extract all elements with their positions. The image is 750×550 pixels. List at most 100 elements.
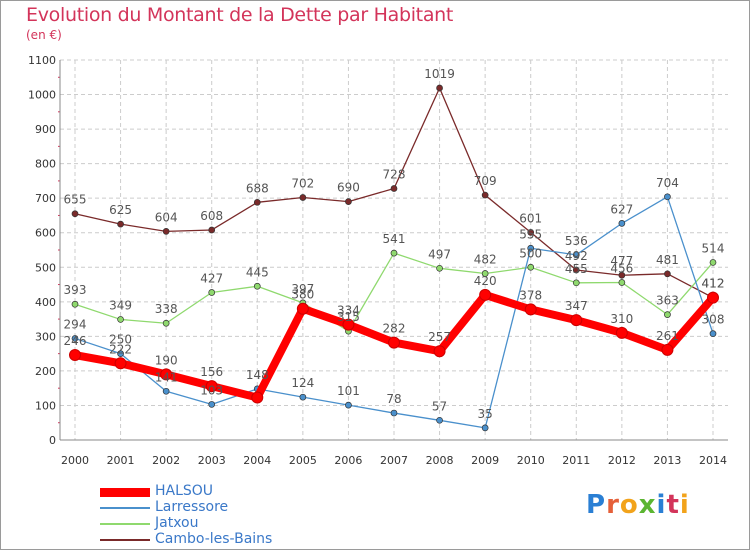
data-label: 148 [246, 368, 269, 382]
data-point [527, 263, 535, 271]
data-label: 704 [656, 176, 679, 190]
data-label: 1019 [424, 67, 455, 81]
logo-letter: i [656, 490, 667, 520]
data-point [251, 391, 264, 404]
data-label: 514 [702, 241, 725, 255]
data-label: 497 [428, 247, 451, 261]
y-tick-label: 700 [35, 192, 56, 205]
x-tick-label: 2000 [61, 454, 89, 467]
legend-label: HALSOU [155, 483, 214, 499]
data-point [162, 387, 170, 395]
x-tick-label: 2013 [653, 454, 681, 467]
data-label: 57 [432, 399, 447, 413]
data-label: 536 [565, 234, 588, 248]
legend-swatch [100, 507, 150, 509]
data-point [253, 282, 261, 290]
x-tick-label: 2003 [198, 454, 226, 467]
data-point [296, 302, 309, 315]
logo-letter: P [586, 490, 607, 520]
data-point [572, 251, 580, 259]
y-tick-label: 600 [35, 227, 56, 240]
data-label: 101 [337, 384, 360, 398]
y-tick-label: 400 [35, 296, 56, 309]
y-tick-label: 0 [49, 434, 56, 447]
data-label: 688 [246, 181, 269, 195]
data-point [661, 343, 674, 356]
y-tick-label: 500 [35, 261, 56, 274]
data-label: 427 [200, 271, 223, 285]
data-point [664, 270, 671, 278]
data-label: 445 [246, 265, 269, 279]
x-tick-label: 2007 [380, 454, 408, 467]
data-label: 261 [656, 329, 679, 343]
data-point [572, 266, 580, 274]
data-label: 608 [200, 209, 223, 223]
data-point [618, 279, 626, 286]
data-point [524, 303, 537, 316]
data-point [345, 198, 352, 205]
data-label: 308 [702, 313, 725, 327]
data-label: 477 [610, 254, 633, 268]
data-label: 420 [474, 274, 497, 288]
data-label: 334 [337, 304, 360, 318]
data-label: 363 [656, 294, 679, 308]
data-point [664, 193, 671, 201]
data-label: 456 [610, 261, 633, 275]
data-point [436, 264, 443, 272]
logo-letter: o [619, 490, 639, 520]
logo-letter: r [606, 490, 620, 520]
data-point [479, 288, 492, 301]
data-point [117, 316, 124, 323]
data-point [390, 249, 398, 257]
data-point [162, 319, 170, 327]
data-point [615, 326, 628, 339]
data-label: 338 [155, 302, 178, 316]
data-label: 728 [383, 168, 406, 182]
data-label: 604 [155, 210, 178, 224]
data-label: 156 [200, 365, 223, 379]
data-point [299, 194, 307, 201]
data-label: 702 [291, 176, 314, 190]
x-tick-label: 2011 [562, 454, 590, 467]
chart-title: Evolution du Montant de la Dette par Hab… [26, 4, 454, 26]
data-point [205, 380, 218, 393]
legend-label: Jatxou [155, 515, 199, 531]
logo-letter: t [666, 490, 680, 520]
data-label: 492 [565, 249, 588, 263]
data-point [208, 226, 216, 234]
data-label: 124 [291, 376, 314, 390]
data-point [436, 416, 443, 424]
data-point [69, 349, 81, 362]
legend-swatch [100, 539, 150, 541]
data-point [481, 191, 489, 199]
proxiti-logo: Proxiti [586, 490, 690, 520]
data-point [618, 271, 626, 279]
data-label: 455 [565, 262, 588, 276]
data-label: 378 [519, 288, 542, 302]
data-label: 627 [610, 202, 633, 216]
data-label: 282 [383, 322, 406, 336]
y-tick-label: 100 [35, 399, 56, 412]
x-tick-label: 2008 [426, 454, 454, 467]
legend-swatch [100, 488, 150, 497]
data-label: 349 [109, 298, 132, 312]
data-point [208, 401, 216, 408]
data-point [433, 345, 446, 358]
data-label: 397 [291, 282, 314, 296]
data-label: 103 [200, 383, 223, 397]
y-tick-label: 800 [35, 158, 56, 171]
data-point [71, 210, 79, 218]
data-label: 709 [474, 174, 497, 188]
data-point [527, 244, 535, 252]
data-label: 190 [155, 353, 178, 367]
data-label: 482 [474, 252, 497, 266]
data-label: 555 [519, 227, 542, 241]
data-point [208, 289, 216, 296]
data-point [160, 368, 173, 381]
data-label: 347 [565, 299, 588, 313]
chart-subtitle: (en €) [26, 28, 62, 42]
y-tick-label: 200 [35, 365, 56, 378]
x-tick-label: 2006 [334, 454, 362, 467]
data-label: 601 [519, 211, 542, 225]
data-label: 141 [155, 370, 178, 384]
